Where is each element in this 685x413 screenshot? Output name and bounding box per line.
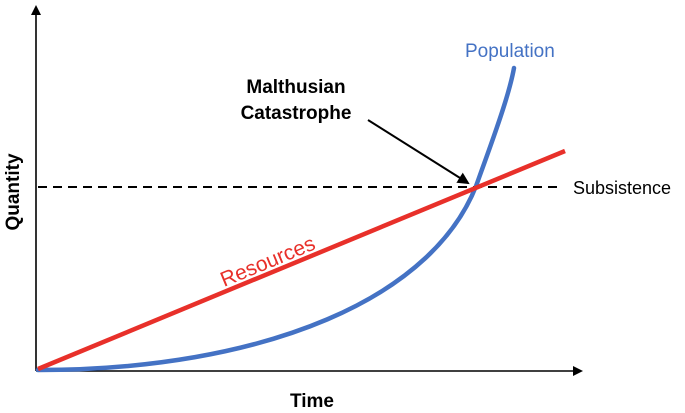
- y-axis-label: Quantity: [3, 153, 24, 230]
- x-axis-label: Time: [290, 391, 334, 412]
- annotation-line-2: Catastrophe: [241, 103, 352, 124]
- resources-line: [37, 148, 566, 372]
- annotation-line-1: Malthusian: [246, 77, 345, 98]
- catastrophe-arrow: [367, 119, 470, 185]
- population-label: Population: [465, 41, 555, 62]
- population-curve: [35, 65, 517, 373]
- subsistence-label: Subsistence: [573, 178, 671, 198]
- resources-label: Resources: [217, 232, 319, 292]
